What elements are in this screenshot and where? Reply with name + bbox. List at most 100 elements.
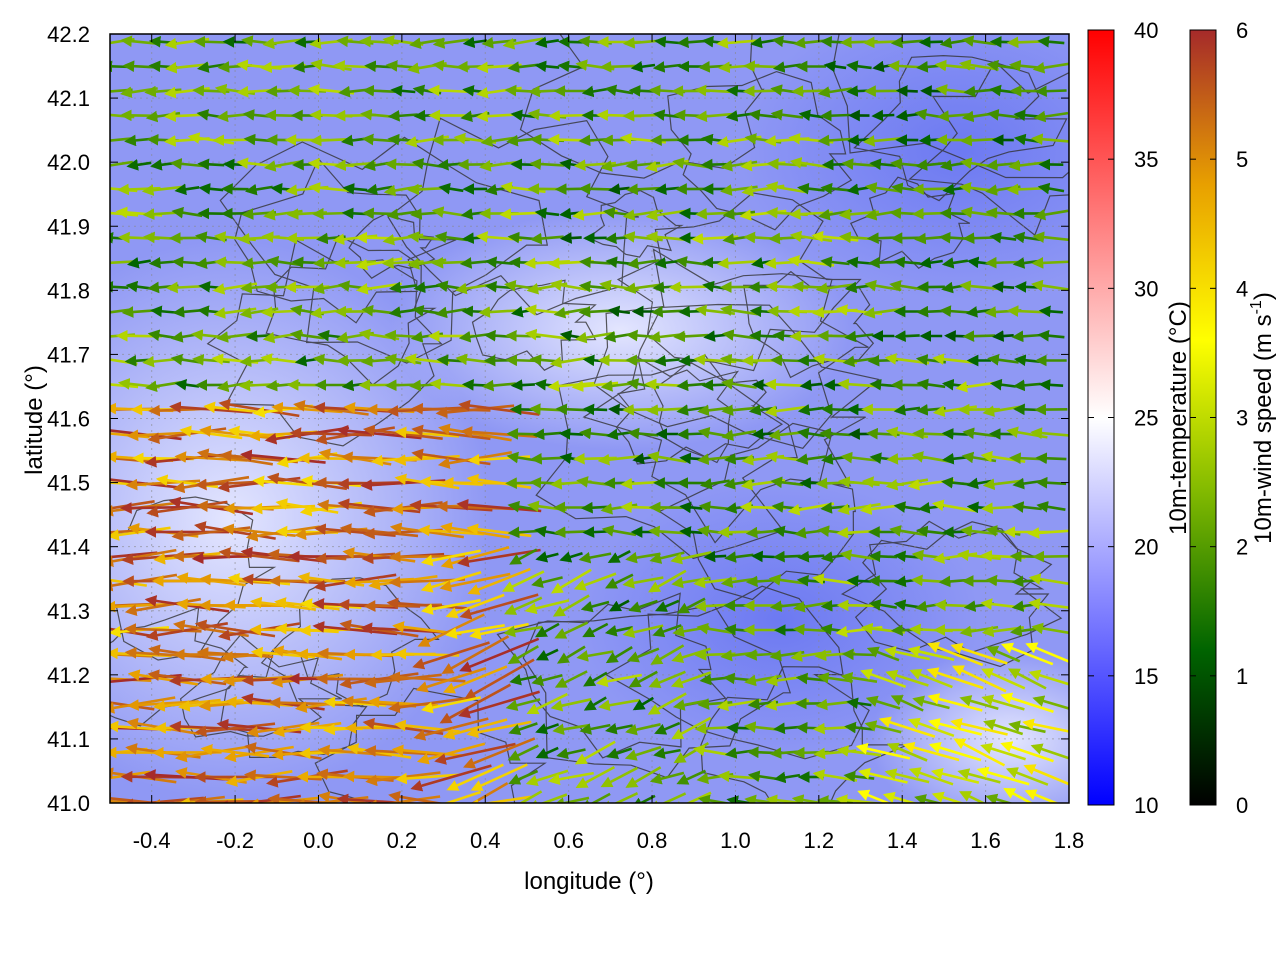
wind-arrow	[775, 556, 800, 557]
wind-arrow	[896, 556, 920, 558]
wind-arrow	[200, 164, 225, 165]
wind-arrow	[195, 90, 230, 91]
x-tick-label: 1.8	[1054, 828, 1085, 853]
wind-arrow	[871, 556, 897, 557]
wind-arrow	[297, 41, 320, 42]
wind-arrow	[960, 409, 1000, 410]
y-tick-label: 42.1	[47, 86, 90, 111]
wind-arrow	[868, 433, 899, 435]
y-tick-label: 41.0	[47, 791, 90, 816]
colorbar-tick-label: 0	[1236, 793, 1248, 818]
y-tick-label: 41.9	[47, 214, 90, 239]
x-tick-label: 1.4	[887, 828, 918, 853]
wind-arrow	[387, 164, 421, 165]
wind-arrow	[994, 286, 1014, 287]
wind-arrow	[823, 409, 849, 410]
wind-arrow	[963, 139, 998, 141]
colorbar-tick-label: 40	[1134, 18, 1158, 43]
wind-arrow	[773, 360, 804, 361]
wind-arrow	[921, 42, 943, 43]
wind-arrow	[822, 115, 850, 116]
y-tick-label: 41.3	[47, 599, 90, 624]
wind-arrow	[533, 458, 564, 459]
wind-arrow	[628, 188, 659, 190]
y-tick-label: 41.2	[47, 663, 90, 688]
wind-arrow	[704, 385, 728, 386]
wind-arrow	[703, 164, 729, 165]
x-tick-label: 0.8	[637, 828, 668, 853]
wind-arrow	[556, 531, 588, 532]
temperature-field	[0, 0, 1180, 845]
wind-arrow	[225, 42, 247, 43]
wind-arrow	[898, 91, 918, 92]
wind-arrow	[581, 189, 611, 190]
x-tick-label: 1.6	[970, 828, 1001, 853]
wind-arrow	[1041, 384, 1063, 385]
wind-arrow	[681, 311, 704, 312]
wind-arrow	[753, 556, 774, 557]
wind-arrow	[602, 66, 638, 67]
x-tick-label: 0.4	[470, 828, 501, 853]
x-tick-label: 0.2	[387, 828, 418, 853]
temperature-colorbar-label: 10m-temperature (°C)	[1165, 301, 1192, 535]
wind-arrow	[944, 532, 967, 533]
wind-arrow	[104, 286, 129, 287]
wind-arrow	[965, 336, 995, 337]
wind-arrow	[914, 189, 949, 190]
wind-arrow	[122, 115, 157, 116]
x-tick-label: 1.2	[804, 828, 835, 853]
wind-arrow	[125, 66, 155, 68]
wind-arrow	[1035, 556, 1070, 557]
wind-arrow	[344, 213, 368, 214]
wind-arrow	[676, 335, 709, 337]
wind-arrow	[558, 409, 587, 410]
colorbar-tick-label: 4	[1236, 276, 1248, 301]
wind-arrow	[679, 434, 705, 435]
wind-arrow	[561, 433, 583, 434]
y-tick-label: 41.6	[47, 407, 90, 432]
colorbar-tick-label: 20	[1134, 535, 1158, 560]
wind-arrow	[196, 42, 229, 43]
wind-arrow	[849, 581, 871, 582]
wind-arrow	[513, 384, 535, 385]
wind-arrow	[844, 654, 875, 655]
x-tick-label: 1.0	[720, 828, 751, 853]
wind-arrow	[1037, 91, 1066, 92]
wind-arrow	[365, 213, 396, 214]
wind-arrow	[585, 532, 607, 533]
y-tick-label: 41.1	[47, 727, 90, 752]
wind-arrow	[652, 140, 683, 141]
wind-arrow	[671, 287, 713, 288]
wind-arrow	[754, 434, 774, 435]
wind-arrow	[583, 507, 608, 508]
wind-arrow	[562, 237, 581, 238]
wind-arrow	[874, 115, 895, 116]
wind-arrow	[896, 335, 919, 336]
y-tick-label: 41.8	[47, 278, 90, 303]
wind-arrow	[965, 238, 995, 239]
wind-arrow	[822, 433, 851, 435]
wind-arrow	[919, 311, 945, 312]
wind-arrow	[994, 335, 1013, 336]
wind-arrow	[751, 335, 776, 336]
wind-arrow	[679, 140, 705, 141]
wind-arrow	[870, 262, 897, 263]
wind-arrow	[287, 287, 330, 288]
colorbar-tick-label: 1	[1236, 664, 1248, 689]
x-tick-label: -0.2	[216, 828, 254, 853]
colorbar-tick-label: 5	[1236, 147, 1248, 172]
wind-arrow	[944, 433, 968, 434]
colorbar-tick-label: 30	[1134, 276, 1158, 301]
wind-arrow	[682, 531, 703, 533]
y-tick-label: 41.4	[47, 535, 90, 560]
colorbar-tick-label: 35	[1134, 147, 1158, 172]
wind-arrow	[585, 409, 607, 410]
wind-arrow	[487, 286, 513, 288]
wind-arrow	[679, 41, 705, 43]
x-tick-label: -0.4	[133, 828, 171, 853]
y-tick-label: 41.5	[47, 471, 90, 496]
x-tick-label: 0.0	[303, 828, 334, 853]
